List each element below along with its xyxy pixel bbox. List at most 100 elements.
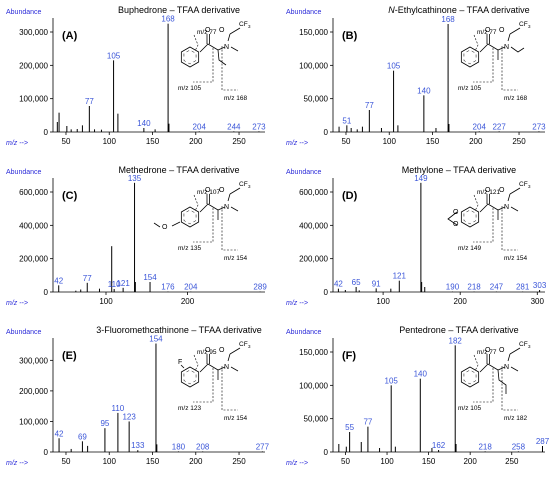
fragment-annotation-3: m/z 168 bbox=[504, 95, 528, 102]
y-tick-label: 0 bbox=[44, 128, 49, 137]
spectrum-panel-f: Abundance Pentedrone – TFAA derivative 0 50… bbox=[286, 325, 550, 467]
abundance-label: Abundance bbox=[286, 329, 322, 336]
acyl-oxygen: O bbox=[219, 347, 225, 354]
y-tick-label: 100,000 bbox=[19, 417, 48, 426]
x-tick-label: 50 bbox=[341, 457, 350, 466]
cleavage-line-2 bbox=[473, 208, 494, 243]
peak-label: 168 bbox=[161, 15, 175, 24]
abundance-label: Abundance bbox=[6, 169, 42, 176]
peak-label: 218 bbox=[467, 283, 481, 292]
acyl-bond bbox=[227, 33, 231, 42]
peak-label: 42 bbox=[334, 280, 343, 289]
cf3-label: CF bbox=[519, 341, 528, 348]
n-methyl-bond bbox=[510, 366, 519, 372]
methoxy-bond bbox=[171, 221, 181, 227]
n-bond bbox=[217, 366, 226, 371]
cf3-bond bbox=[509, 187, 521, 195]
peak-label: 190 bbox=[446, 283, 460, 292]
cleavage-line-3 bbox=[221, 206, 238, 251]
acyl-oxygen: O bbox=[499, 187, 505, 194]
mz-axis-label: m/z --> bbox=[286, 140, 308, 147]
y-tick-label: 0 bbox=[324, 128, 329, 137]
n-methyl-bond bbox=[230, 366, 239, 372]
x-tick-label: 100 bbox=[376, 297, 390, 306]
nitrogen-atom: N bbox=[504, 204, 509, 211]
y-tick-label: 400,000 bbox=[299, 221, 328, 230]
fragment-annotation-3: m/z 168 bbox=[224, 95, 248, 102]
mz-axis-label: m/z --> bbox=[286, 460, 308, 467]
fluoro-bond bbox=[180, 364, 185, 369]
x-tick-label: 250 bbox=[512, 137, 526, 146]
fragment-annotation-3: m/z 154 bbox=[504, 255, 528, 262]
peak-label: 273 bbox=[532, 122, 546, 131]
cf3-subscript: 3 bbox=[528, 24, 531, 29]
cf3-label: CF bbox=[519, 21, 528, 28]
peak-label: 42 bbox=[54, 276, 63, 285]
peak-label: 110 bbox=[108, 280, 121, 289]
fragment-annotation-2: m/z 135 bbox=[178, 245, 202, 252]
peak-label: 95 bbox=[100, 419, 109, 428]
ring-inner-bonds bbox=[463, 369, 477, 385]
benzene-ring bbox=[180, 366, 200, 388]
panel-title: Buphedrone – TFAA derivative bbox=[118, 5, 240, 15]
peak-label: 154 bbox=[149, 335, 163, 344]
cf3-label: CF bbox=[239, 341, 248, 348]
peak-label: 180 bbox=[172, 442, 186, 451]
x-tick-label: 250 bbox=[505, 457, 519, 466]
y-tick-label: 600,000 bbox=[299, 188, 328, 197]
cleavage-line-2 bbox=[473, 368, 494, 403]
peak-label: 281 bbox=[516, 283, 530, 292]
peak-label: 140 bbox=[414, 370, 428, 379]
cf3-bond bbox=[229, 27, 241, 35]
spectrum-panel-d: Abundance Methylone – TFAA derivative 0 200… bbox=[286, 165, 547, 307]
abundance-label: Abundance bbox=[6, 9, 42, 16]
mz-axis-label: m/z --> bbox=[6, 140, 28, 147]
n-methyl-bond bbox=[510, 206, 519, 212]
x-tick-label: 100 bbox=[103, 137, 117, 146]
panel-title: N-Ethylcathinone – TFAA derivative bbox=[388, 5, 529, 15]
peak-label: 69 bbox=[78, 432, 87, 441]
ring-inner-bonds bbox=[183, 209, 197, 225]
carbonyl-oxygen: O bbox=[485, 187, 491, 194]
n-ethyl-bonds bbox=[510, 46, 525, 53]
peak-label: 91 bbox=[372, 279, 381, 288]
cleavage-line-3 bbox=[501, 46, 518, 91]
cleavage-line-1 bbox=[473, 194, 479, 212]
x-tick-label: 50 bbox=[62, 137, 71, 146]
peak-label: 277 bbox=[256, 442, 270, 451]
y-tick-label: 0 bbox=[324, 288, 329, 297]
fragment-annotation-1: m/z 95 bbox=[197, 349, 217, 356]
y-tick-label: 150,000 bbox=[299, 28, 328, 37]
structure-drawing: F O N O CF 3 m/z 95 m/z 123 m/z 154 bbox=[178, 341, 251, 422]
benzene-ring bbox=[460, 206, 480, 228]
peak-label: 105 bbox=[107, 51, 121, 60]
panel-title: 3-Fluoromethcathinone – TFAA derivative bbox=[96, 325, 261, 335]
x-tick-label: 100 bbox=[383, 137, 397, 146]
x-tick-label: 100 bbox=[99, 297, 113, 306]
y-tick-label: 0 bbox=[44, 288, 49, 297]
fragment-annotation-2: m/z 149 bbox=[458, 245, 482, 252]
peak-label: 303 bbox=[533, 281, 547, 290]
acyl-oxygen: O bbox=[499, 27, 505, 34]
x-tick-label: 150 bbox=[146, 457, 160, 466]
backbone-bonds bbox=[479, 43, 499, 53]
peak-label: 55 bbox=[345, 423, 354, 432]
cleavage-line-1 bbox=[193, 354, 199, 372]
panel-letter: (E) bbox=[62, 350, 77, 362]
ring-inner-bonds bbox=[463, 49, 477, 65]
fluorine-atom: F bbox=[178, 359, 182, 366]
methoxy-oxygen: O bbox=[162, 224, 168, 231]
fragment-annotation-1: m/z 77 bbox=[477, 349, 497, 356]
x-tick-label: 300 bbox=[531, 297, 545, 306]
alkyl-chain bbox=[497, 369, 507, 394]
dioxole-ring bbox=[447, 211, 458, 226]
peak-label: 273 bbox=[252, 122, 266, 131]
panel-title: Methedrone – TFAA derivative bbox=[119, 165, 240, 175]
y-tick-label: 0 bbox=[44, 448, 49, 457]
peak-label: 77 bbox=[83, 274, 92, 283]
acyl-bond bbox=[227, 353, 231, 362]
fragment-annotation-3: m/z 154 bbox=[224, 255, 248, 262]
peak-label: 140 bbox=[417, 86, 431, 95]
benzene-ring bbox=[460, 46, 480, 68]
